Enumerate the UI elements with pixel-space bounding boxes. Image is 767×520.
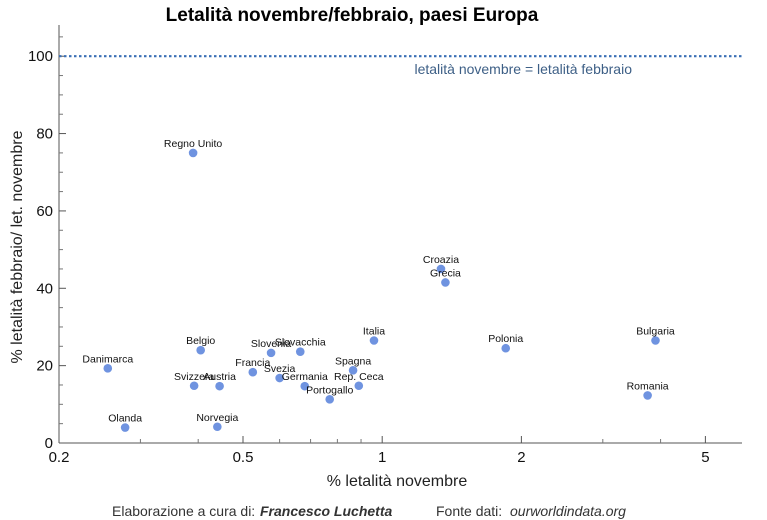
data-point-label: Norvegia xyxy=(196,412,238,424)
data-point xyxy=(120,423,130,432)
x-axis-label: % letalità novembre xyxy=(327,473,468,490)
source-label: Fonte dati: xyxy=(436,503,503,519)
data-point xyxy=(651,336,660,345)
data-point-label: Regno Unito xyxy=(164,138,223,150)
data-point-label: Belgio xyxy=(186,335,215,347)
data-point xyxy=(248,367,258,377)
plot-area: 0 20 40 60 80 100 0.2 0.5 1 2 5 letalità novembre =… xyxy=(28,25,742,466)
data-point-label: Spagna xyxy=(335,355,371,367)
data-point xyxy=(188,148,198,158)
author-name: Francesco Luchetta xyxy=(260,503,393,519)
data-point-label: Svizzera xyxy=(174,371,214,383)
data-point-label: Portogallo xyxy=(306,384,353,396)
credit-label: Elaborazione a cura di: xyxy=(112,503,256,519)
y-tick-label: 80 xyxy=(36,126,53,143)
data-point xyxy=(295,347,305,357)
x-tick-label: 2 xyxy=(517,449,525,466)
scatter-chart: Letalità novembre/febbraio, paesi Europa… xyxy=(9,5,742,490)
data-point xyxy=(354,381,364,391)
data-point xyxy=(325,394,335,404)
y-tick-label: 100 xyxy=(28,48,53,65)
y-tick-label: 60 xyxy=(36,203,53,220)
data-point-label: Slovenia xyxy=(251,338,291,350)
y-tick-label: 40 xyxy=(36,280,53,297)
data-point-label: Croazia xyxy=(423,254,459,266)
data-point-label: Rep. Ceca xyxy=(334,371,384,383)
data-point-label: Polonia xyxy=(488,333,523,345)
y-tick-label: 0 xyxy=(45,435,53,452)
data-point-label: Svezia xyxy=(264,363,296,375)
y-axis-label: % letalità febbraio/ let. novembre xyxy=(9,130,26,363)
x-tick-label: 5 xyxy=(701,449,709,466)
data-point xyxy=(300,381,310,391)
source-name: ourworldindata.org xyxy=(510,503,626,519)
data-point-label: Romania xyxy=(627,380,669,392)
data-point-label: Austria xyxy=(203,371,236,383)
data-point-label: Danimarca xyxy=(82,353,133,365)
chart-footer: Elaborazione a cura di: Francesco Luchet… xyxy=(0,503,767,520)
data-point xyxy=(196,345,205,355)
data-point xyxy=(501,343,511,353)
data-point xyxy=(348,365,358,375)
data-point xyxy=(103,364,113,373)
data-point-label: Germania xyxy=(282,371,328,383)
data-point xyxy=(436,264,446,274)
x-tick-label: 0.5 xyxy=(233,449,254,466)
data-point xyxy=(189,381,199,391)
data-point xyxy=(266,348,276,358)
data-point xyxy=(369,336,379,345)
chart-title: Letalità novembre/febbraio, paesi Europa xyxy=(166,5,539,26)
data-point-label: Grecia xyxy=(430,267,461,279)
data-point-label: Bulgaria xyxy=(636,326,675,338)
data-point xyxy=(275,373,284,383)
data-point xyxy=(441,278,450,287)
x-tick-label: 1 xyxy=(378,449,386,466)
x-tick-label: 0.2 xyxy=(49,449,70,466)
reference-line-label: letalità novembre = letalità febbraio xyxy=(414,61,632,77)
data-point xyxy=(213,422,222,432)
data-point xyxy=(215,381,224,391)
data-point-label: Francia xyxy=(235,357,270,369)
data-point xyxy=(643,391,652,400)
data-point-label: Italia xyxy=(363,326,385,338)
data-point-label: Slovacchia xyxy=(275,337,326,349)
y-tick-label: 20 xyxy=(36,358,53,375)
data-point-label: Olanda xyxy=(108,413,142,425)
